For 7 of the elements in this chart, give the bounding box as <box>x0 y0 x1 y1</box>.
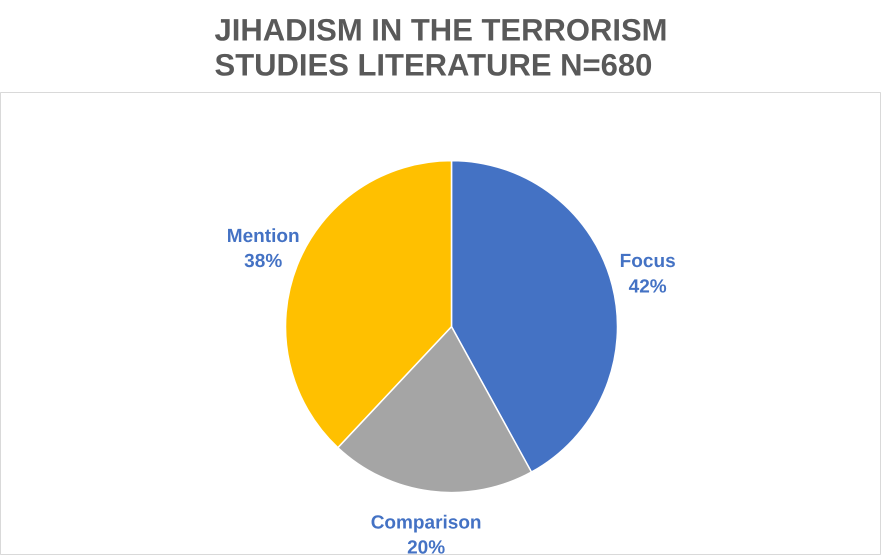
data-label: 38% <box>244 251 282 272</box>
slice-label: Focus <box>620 251 676 272</box>
data-label: 20% <box>407 538 446 555</box>
data-label: 42% <box>628 276 667 298</box>
slice-label: Comparison <box>370 512 482 534</box>
chart-title: JIHADISM IN THE TERRORISM STUDIES LITERATURE N=680 <box>214 12 668 82</box>
slice-label: Mention <box>226 226 300 247</box>
